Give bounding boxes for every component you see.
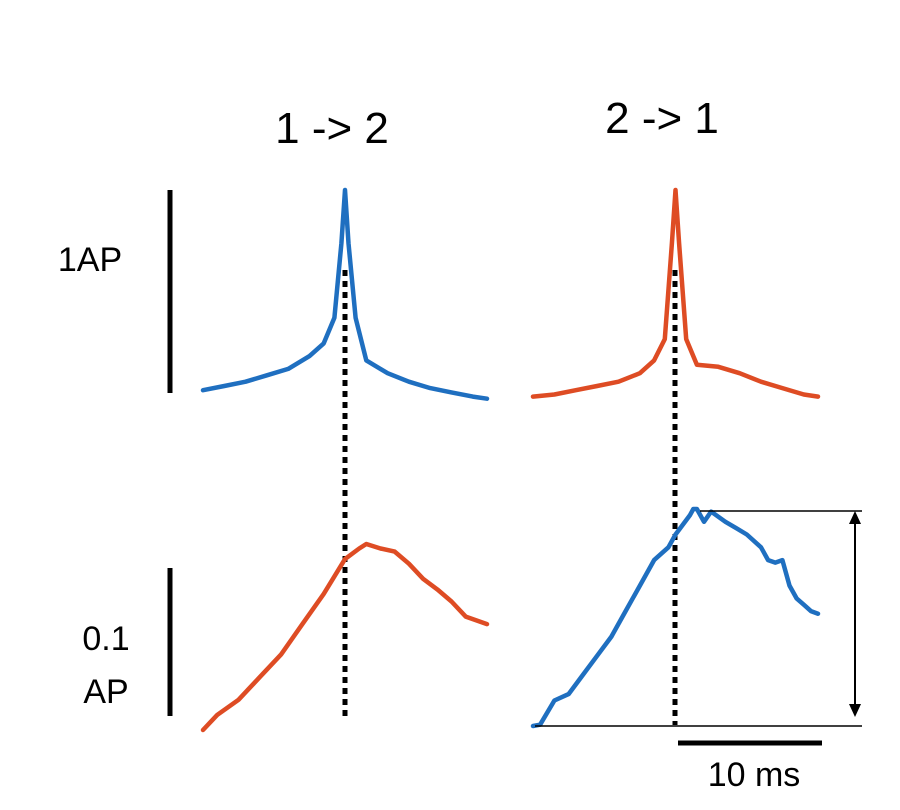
time-scale-label: 10 ms xyxy=(708,756,801,794)
column-title-1-to-2: 1 -> 2 xyxy=(275,104,389,153)
trace-top-0-blue xyxy=(200,187,490,401)
amplitude-arrowhead-down xyxy=(849,704,861,717)
trace-bottom-1-blue xyxy=(530,506,821,729)
bottom-scale-label-value: 0.1 xyxy=(82,620,129,658)
plot-layer xyxy=(200,187,821,733)
amplitude-arrowhead-up xyxy=(849,511,861,524)
trace-bottom-0-orange xyxy=(200,541,490,733)
trace-top-1-orange xyxy=(530,187,821,399)
top-scale-label: 1AP xyxy=(58,241,122,279)
column-title-2-to-1: 2 -> 1 xyxy=(605,94,719,143)
bottom-scale-label-unit: AP xyxy=(83,673,128,711)
